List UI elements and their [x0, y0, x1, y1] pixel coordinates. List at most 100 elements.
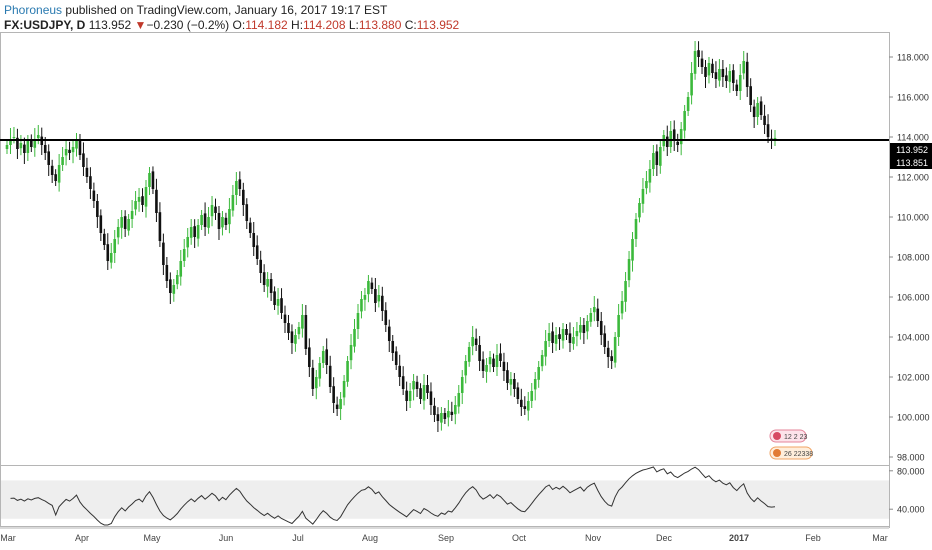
candle[interactable]	[749, 78, 752, 112]
candle[interactable]	[561, 323, 565, 349]
candle[interactable]	[460, 370, 464, 404]
candle[interactable]	[592, 296, 596, 322]
candle[interactable]	[130, 200, 134, 228]
candle[interactable]	[238, 171, 242, 196]
candle[interactable]	[481, 351, 485, 378]
candle[interactable]	[9, 128, 12, 154]
candle[interactable]	[408, 383, 412, 408]
candle[interactable]	[235, 172, 238, 205]
candle[interactable]	[266, 272, 269, 298]
candle[interactable]	[349, 334, 353, 370]
candle[interactable]	[443, 408, 447, 424]
candle[interactable]	[659, 141, 662, 174]
candle[interactable]	[467, 342, 471, 367]
candle[interactable]	[109, 243, 113, 269]
candle[interactable]	[353, 319, 356, 353]
candle[interactable]	[620, 291, 624, 320]
candle[interactable]	[332, 377, 335, 413]
candle[interactable]	[398, 354, 401, 386]
candle[interactable]	[283, 305, 287, 333]
candle[interactable]	[610, 350, 613, 369]
candle[interactable]	[123, 210, 127, 237]
candle[interactable]	[523, 396, 527, 415]
candle[interactable]	[231, 185, 235, 217]
candle[interactable]	[415, 375, 419, 397]
candle[interactable]	[641, 178, 645, 213]
candle[interactable]	[308, 338, 311, 377]
candle[interactable]	[700, 50, 704, 74]
candle[interactable]	[568, 322, 572, 352]
candle[interactable]	[485, 358, 488, 383]
candle[interactable]	[82, 142, 85, 176]
candle[interactable]	[23, 137, 26, 164]
candle[interactable]	[217, 206, 221, 240]
candle[interactable]	[259, 250, 262, 283]
candle[interactable]	[447, 400, 450, 427]
candle[interactable]	[339, 392, 342, 420]
candle[interactable]	[450, 401, 454, 421]
candle[interactable]	[554, 327, 558, 351]
candle[interactable]	[759, 96, 763, 120]
candle[interactable]	[502, 352, 506, 381]
candle[interactable]	[179, 250, 183, 286]
candle[interactable]	[113, 230, 117, 263]
candle[interactable]	[242, 182, 245, 216]
candle[interactable]	[64, 140, 68, 166]
candle[interactable]	[269, 273, 273, 301]
candle[interactable]	[155, 178, 158, 222]
candle[interactable]	[551, 322, 554, 353]
candle[interactable]	[624, 272, 627, 312]
candle[interactable]	[30, 134, 33, 152]
candle[interactable]	[558, 327, 561, 350]
candle[interactable]	[214, 198, 217, 220]
candle[interactable]	[106, 233, 110, 270]
candle[interactable]	[116, 219, 120, 245]
candle[interactable]	[224, 212, 228, 230]
candle[interactable]	[363, 288, 367, 311]
candle[interactable]	[474, 328, 478, 351]
candle[interactable]	[537, 361, 540, 388]
candle[interactable]	[464, 355, 468, 384]
candle[interactable]	[513, 373, 516, 397]
candle[interactable]	[738, 64, 742, 100]
candle[interactable]	[346, 356, 349, 387]
candle[interactable]	[5, 140, 9, 154]
candle[interactable]	[137, 188, 141, 212]
candle[interactable]	[731, 64, 735, 91]
candle[interactable]	[92, 182, 96, 208]
candle[interactable]	[679, 122, 683, 156]
candle[interactable]	[47, 144, 51, 176]
candle[interactable]	[516, 382, 520, 404]
candle[interactable]	[676, 133, 679, 152]
candle[interactable]	[245, 198, 249, 229]
candle[interactable]	[89, 167, 92, 199]
candle[interactable]	[704, 60, 707, 88]
candle[interactable]	[707, 57, 711, 84]
candle[interactable]	[175, 270, 179, 290]
candle[interactable]	[384, 302, 388, 332]
candle[interactable]	[189, 219, 193, 245]
candle[interactable]	[499, 343, 502, 367]
candle[interactable]	[412, 374, 415, 401]
candle[interactable]	[287, 315, 290, 340]
candle[interactable]	[669, 121, 673, 153]
candle[interactable]	[686, 92, 690, 116]
time-axis[interactable]: Mar Apr May Jun Jul Aug Sep Oct Nov Dec 2017 Feb Mar	[0, 527, 889, 543]
candle[interactable]	[387, 319, 391, 352]
candle[interactable]	[405, 381, 408, 411]
candle[interactable]	[57, 154, 61, 192]
candle[interactable]	[367, 275, 370, 303]
candle[interactable]	[471, 326, 474, 356]
candle[interactable]	[453, 396, 457, 425]
candle[interactable]	[645, 171, 648, 195]
candle[interactable]	[391, 335, 395, 361]
candle[interactable]	[433, 397, 436, 422]
candle[interactable]	[714, 61, 718, 88]
candle[interactable]	[652, 145, 655, 176]
candle[interactable]	[718, 59, 721, 87]
candle[interactable]	[103, 228, 106, 250]
candle[interactable]	[526, 392, 530, 421]
candle[interactable]	[648, 160, 652, 193]
symbol-label[interactable]: FX:USDJPY, D	[4, 18, 86, 32]
